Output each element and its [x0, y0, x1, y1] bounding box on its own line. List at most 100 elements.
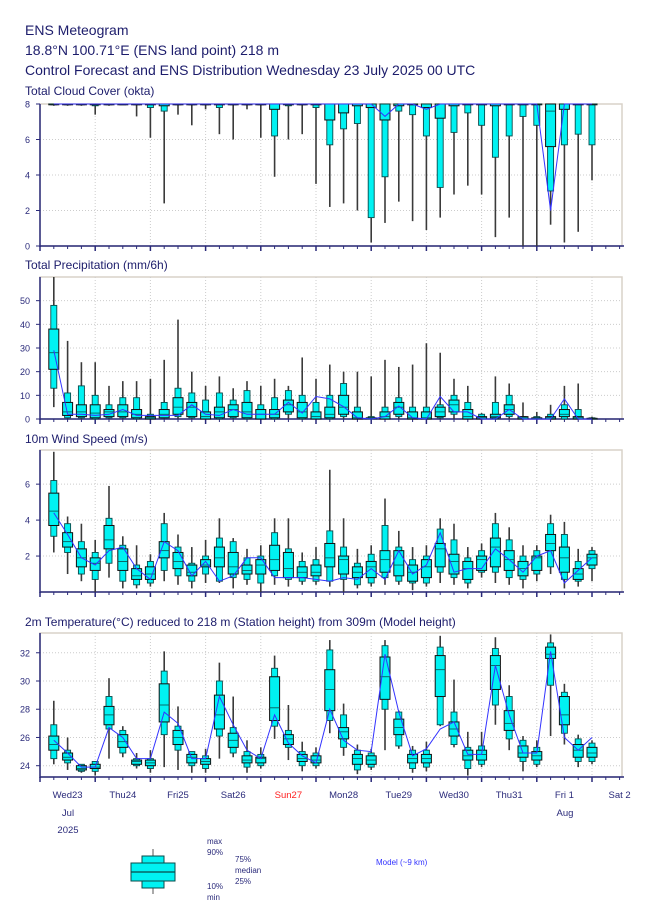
wind-ytick-label: 2: [25, 552, 30, 562]
day-label: Fri25: [167, 790, 189, 801]
cloud-box-p25-p75: [338, 103, 350, 114]
temperature-box-p25-p75: [103, 705, 115, 726]
wind-box-p25-p75: [448, 553, 460, 575]
wind-box-p25-p75: [62, 532, 74, 548]
temperature-box-p25-p75: [434, 655, 446, 698]
temperature-box-p25-p75: [489, 655, 501, 690]
wind-box-p25-p75: [476, 555, 488, 571]
day-label: Wed30: [439, 790, 469, 801]
legend-min: min: [207, 893, 220, 902]
cloud-panel-title: Total Cloud Cover (okta): [25, 84, 155, 98]
cloud-box-p25-p75: [379, 103, 391, 121]
precip-box-p25-p75: [48, 328, 60, 370]
cloud-ytick-label: 8: [25, 100, 30, 110]
temperature-box-p25-p75: [351, 753, 363, 765]
temperature-box-p25-p75: [393, 718, 405, 736]
precip-box-p25-p75: [89, 404, 101, 419]
wind-box-p25-p75: [89, 557, 101, 571]
precip-ytick-label: 0: [25, 415, 30, 425]
cloud-box-p10-p90: [409, 103, 417, 116]
temperature-box-p25-p75: [586, 746, 598, 758]
wind-box-p25-p75: [269, 544, 281, 571]
cloud-box-p10-p90: [505, 103, 513, 137]
month-label-jul: Jul: [61, 808, 75, 819]
day-label: Sat 2: [608, 790, 631, 801]
precip-box-p25-p75: [200, 411, 212, 420]
precip-box-p25-p75: [324, 406, 336, 419]
temperature-box-p25-p75: [476, 749, 488, 761]
wind-ytick-label: 6: [25, 480, 30, 490]
precip-box-p25-p75: [448, 399, 460, 413]
temperature-box-p25-p75: [558, 696, 570, 726]
precip-ytick-label: 10: [20, 391, 30, 401]
precip-box-p10-p90: [215, 392, 223, 420]
wind-box-p25-p75: [379, 550, 391, 573]
cloud-box-p25-p75: [545, 103, 557, 148]
precip-box-p10-p90: [133, 397, 141, 420]
precip-box-p25-p75: [186, 401, 198, 418]
precip-box-p10-p90: [77, 385, 85, 419]
cloud-ytick-label: 0: [25, 242, 30, 252]
legend-p25: 25%: [235, 877, 252, 886]
cloud-box-p10-p90: [353, 103, 361, 124]
wind-box-p25-p75: [545, 533, 557, 552]
wind-box-p25-p75: [462, 560, 474, 580]
cloud-box-p25-p75: [324, 103, 336, 121]
cloud-ytick-label: 2: [25, 206, 30, 216]
wind-box-p25-p75: [241, 564, 253, 575]
cloud-ytick-label: 6: [25, 135, 30, 145]
temperature-ytick-label: 26: [20, 733, 30, 743]
temperature-box-p25-p75: [241, 755, 253, 764]
wind-box-p25-p75: [117, 548, 129, 571]
cloud-box-p10-p90: [574, 103, 582, 135]
wind-box-p25-p75: [200, 559, 212, 568]
precip-ytick-label: 40: [20, 320, 30, 330]
wind-box-p25-p75: [338, 555, 350, 575]
precip-box-p25-p75: [351, 411, 363, 420]
wind-box-p25-p75: [365, 560, 377, 579]
temperature-box-p25-p75: [503, 710, 515, 731]
wind-box-p25-p75: [48, 492, 60, 526]
wind-box-p25-p75: [586, 553, 598, 566]
wind-box-p25-p75: [255, 559, 267, 575]
temperature-box-p25-p75: [269, 676, 281, 722]
precip-control-line: [53, 350, 592, 420]
forecast-subtitle: Control Forecast and ENS Distribution We…: [25, 62, 476, 78]
precip-box-p25-p75: [296, 401, 308, 419]
cloud-box-p10-p90: [450, 103, 458, 133]
temperature-ytick-label: 32: [20, 648, 30, 658]
location-label: 18.8°N 100.71°E (ENS land point) 218 m: [25, 42, 280, 58]
wind-box-p25-p75: [324, 542, 336, 568]
precip-box-p10-p90: [271, 397, 279, 420]
wind-box-p25-p75: [131, 568, 143, 580]
wind-box-p25-p75: [282, 551, 294, 579]
legend-max: max: [207, 837, 223, 846]
temperature-ytick-label: 30: [20, 677, 30, 687]
temperature-box-p25-p75: [462, 749, 474, 761]
temperature-box-p25-p75: [131, 759, 143, 765]
precip-box-p25-p75: [393, 401, 405, 415]
cloud-box-p10-p90: [560, 103, 568, 146]
day-label: Sun27: [274, 790, 303, 801]
temperature-box-p25-p75: [48, 735, 60, 751]
day-label: Fri 1: [554, 790, 574, 801]
day-label: Sat26: [220, 790, 246, 801]
wind-box-p25-p75: [420, 559, 432, 579]
cloud-box-p25-p75: [420, 103, 432, 109]
wind-box-p25-p75: [503, 550, 515, 571]
legend-p75: 75%: [235, 855, 252, 864]
cloud-box-p10-p90: [367, 103, 375, 219]
meteogram-title: ENS Meteogram: [25, 22, 129, 38]
cloud-control-line: [53, 103, 592, 211]
precip-box-p25-p75: [213, 406, 225, 419]
precip-box-p25-p75: [172, 397, 184, 415]
precip-box-p25-p75: [379, 411, 391, 420]
temperature-box-p25-p75: [572, 744, 584, 758]
precip-box-p25-p75: [158, 409, 170, 419]
cloud-ytick-label: 4: [25, 171, 30, 181]
wind-box-p25-p75: [213, 546, 225, 568]
precip-ytick-label: 30: [20, 344, 30, 354]
precip-box-p25-p75: [241, 401, 253, 419]
temperature-box-p10-p90: [547, 642, 555, 686]
